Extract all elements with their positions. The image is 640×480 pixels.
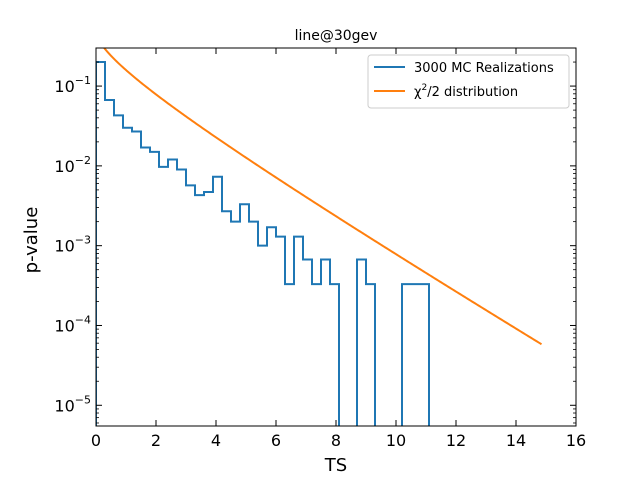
x-tick-label: 4 <box>211 431 221 450</box>
legend: 3000 MC Realizations χ2/2 distribution <box>367 54 570 109</box>
y-tick-label: 10−4 <box>54 313 91 335</box>
y-tick-label: 10−1 <box>54 74 91 96</box>
mc-histogram-line <box>96 61 430 426</box>
y-tick-label: 10−2 <box>54 154 91 176</box>
chi2-curve-line <box>102 48 543 346</box>
x-tick-label: 2 <box>151 431 161 450</box>
x-tick-label: 0 <box>91 431 101 450</box>
x-tick-label: 14 <box>506 431 526 450</box>
y-tick-label: 10−5 <box>54 393 91 415</box>
y-axis-label: p-value <box>21 207 42 274</box>
x-tick-label: 16 <box>566 431 586 450</box>
axes-frame <box>95 47 577 427</box>
legend-label-chi2: χ2/2 distribution <box>414 83 518 100</box>
legend-label-mc: 3000 MC Realizations <box>414 61 554 76</box>
chart-title: line@30gev <box>295 28 378 44</box>
x-tick-label: 10 <box>386 431 406 450</box>
x-axis-label: TS <box>324 455 347 476</box>
plot-area <box>96 48 543 426</box>
x-tick-label: 8 <box>331 431 341 450</box>
legend-box <box>367 54 570 109</box>
x-tick-label: 12 <box>446 431 466 450</box>
y-tick-label: 10−3 <box>54 234 91 256</box>
axis-ticks: 0 2 4 6 8 10 12 14 16 10−5 10−4 10−3 10−2 10−1 <box>54 48 586 450</box>
x-tick-label: 6 <box>271 431 281 450</box>
